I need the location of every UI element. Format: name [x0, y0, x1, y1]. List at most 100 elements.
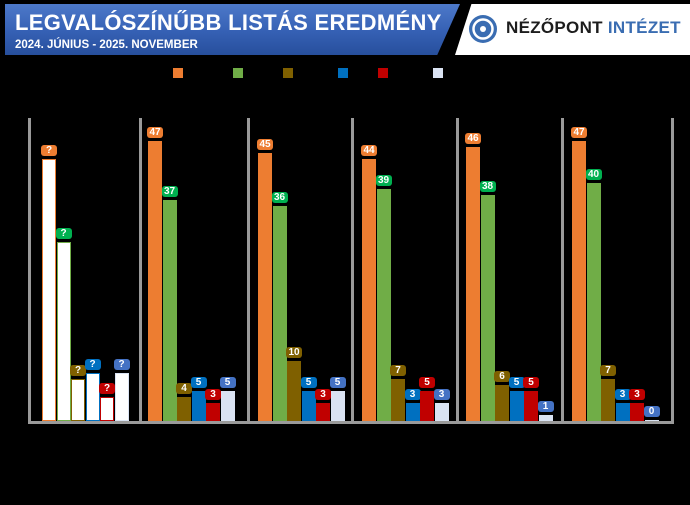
- data-label: 3: [404, 389, 421, 401]
- data-label: 7: [390, 365, 406, 377]
- bar: [509, 391, 524, 421]
- bar: [85, 373, 100, 421]
- data-label: 3: [629, 389, 645, 401]
- legend-swatch-4: [338, 68, 348, 78]
- bar: [630, 403, 644, 421]
- group-separator: [139, 118, 142, 422]
- bar: [466, 146, 480, 421]
- data-label: 5: [419, 377, 435, 389]
- bar: [114, 373, 129, 421]
- bar: [391, 379, 405, 421]
- data-label: 3: [614, 389, 631, 401]
- chart-title: LEGVALÓSZÍNŰBB LISTÁS EREDMÉNY: [15, 10, 442, 35]
- data-label: 5: [508, 377, 525, 389]
- bar: [162, 200, 177, 421]
- data-label: 5: [300, 377, 317, 389]
- data-label: 47: [147, 126, 163, 138]
- legend-swatch-6: [433, 68, 443, 78]
- group-separator: [456, 118, 459, 422]
- bar: [405, 403, 420, 421]
- bar: [220, 391, 235, 421]
- bar: [480, 194, 495, 421]
- data-label: 3: [205, 389, 221, 401]
- legend-swatch-1: [173, 68, 183, 78]
- bar: [42, 158, 56, 421]
- chart-subtitle: 2024. JÚNIUS - 2025. NOVEMBER: [15, 39, 198, 51]
- data-label: ?: [99, 383, 115, 395]
- bar: [376, 188, 391, 421]
- bar: [434, 403, 449, 421]
- chart-legend: [0, 68, 690, 80]
- bar: [601, 379, 615, 421]
- brand-name: NÉZŐPONT INTÉZET: [506, 18, 681, 38]
- y-axis-line: [28, 118, 31, 422]
- bar: [191, 391, 206, 421]
- data-label: 7: [600, 365, 616, 377]
- legend-swatch-5: [378, 68, 388, 78]
- group-separator: [351, 118, 354, 422]
- bar: [586, 182, 601, 421]
- bar: [287, 361, 301, 421]
- legend-swatch-3: [283, 68, 293, 78]
- bar: [495, 385, 509, 421]
- bar: [615, 403, 630, 421]
- brand-name-part1: NÉZŐPONT: [506, 18, 603, 37]
- bar: [420, 391, 434, 421]
- data-label: ?: [113, 359, 130, 371]
- data-label: 5: [219, 377, 236, 389]
- data-label: 10: [286, 347, 302, 359]
- data-label: 5: [329, 377, 346, 389]
- bar-group-2: 47 37 4 5 3 5: [144, 121, 236, 421]
- data-label: ?: [41, 144, 57, 156]
- bar: [524, 391, 538, 421]
- bar-group-6: 47 40 7 3 3 0: [568, 121, 660, 421]
- bar-group-4: 44 39 7 3 5 3: [358, 121, 450, 421]
- group-separator: [671, 118, 674, 422]
- bar-group-3: 45 36 10 5 3 5: [254, 121, 346, 421]
- data-label: 38: [479, 180, 496, 192]
- nezopont-logo-icon: [469, 15, 497, 43]
- data-label: 47: [571, 126, 587, 138]
- bar: [538, 415, 553, 421]
- bar: [177, 397, 191, 421]
- data-label: 5: [523, 377, 539, 389]
- data-label: 1: [537, 401, 554, 413]
- bar: [316, 403, 330, 421]
- data-label: ?: [70, 365, 86, 377]
- bar: [644, 420, 659, 421]
- bar-group-5: 46 38 6 5 5 1: [462, 121, 554, 421]
- data-label: 40: [585, 168, 602, 180]
- data-label: 4: [176, 383, 192, 395]
- data-label: 5: [190, 377, 207, 389]
- data-label: 3: [315, 389, 331, 401]
- data-label: 39: [375, 174, 392, 186]
- data-label: 37: [161, 186, 178, 198]
- bar: [258, 152, 272, 421]
- data-label: 36: [271, 192, 288, 204]
- data-label: 0: [643, 406, 660, 417]
- data-label: ?: [84, 359, 101, 371]
- bar: [362, 158, 376, 421]
- brand-name-part2: INTÉZET: [607, 18, 681, 37]
- bar: [572, 140, 586, 421]
- bar: [301, 391, 316, 421]
- bar: [100, 397, 114, 421]
- data-label: 3: [433, 389, 450, 401]
- legend-swatch-2: [233, 68, 243, 78]
- data-label: ?: [55, 228, 72, 240]
- title-banner: LEGVALÓSZÍNŰBB LISTÁS EREDMÉNY 2024. JÚN…: [5, 4, 460, 55]
- data-label: 45: [257, 138, 273, 150]
- bar: [330, 391, 345, 421]
- data-label: 44: [361, 144, 377, 156]
- group-separator: [561, 118, 564, 422]
- bar-group-1: ??????: [38, 121, 130, 421]
- data-label: 6: [494, 371, 510, 383]
- bar: [206, 403, 220, 421]
- data-label: 46: [465, 132, 481, 144]
- bar: [71, 379, 85, 421]
- bar: [272, 206, 287, 421]
- group-separator: [247, 118, 250, 422]
- x-axis-baseline: [28, 421, 674, 424]
- bar: [148, 140, 162, 421]
- bar: [56, 242, 71, 421]
